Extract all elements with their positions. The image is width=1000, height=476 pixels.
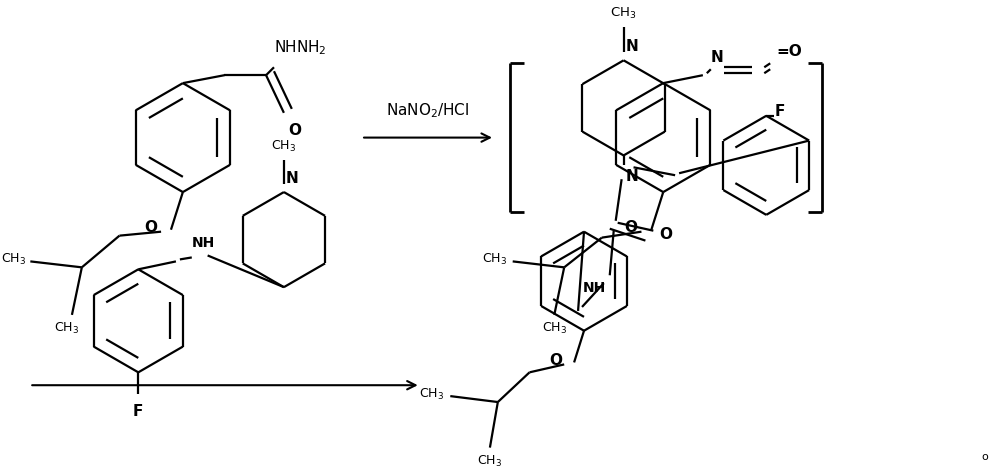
Text: F: F bbox=[133, 404, 143, 419]
Text: CH$_3$: CH$_3$ bbox=[477, 454, 502, 469]
Text: CH$_3$: CH$_3$ bbox=[542, 321, 567, 336]
Text: N: N bbox=[710, 50, 723, 65]
Text: CH$_3$: CH$_3$ bbox=[271, 139, 296, 154]
Text: CH$_3$: CH$_3$ bbox=[1, 252, 26, 267]
Text: O: O bbox=[144, 220, 157, 235]
Text: O: O bbox=[549, 353, 562, 368]
Text: CH$_3$: CH$_3$ bbox=[419, 387, 444, 402]
Text: NH: NH bbox=[192, 236, 215, 249]
Text: O: O bbox=[659, 227, 672, 242]
Text: N: N bbox=[626, 169, 638, 184]
Text: F: F bbox=[774, 104, 785, 119]
Text: NHNH$_2$: NHNH$_2$ bbox=[274, 39, 327, 58]
Text: O: O bbox=[624, 220, 637, 235]
Text: NaNO$_2$/HCl: NaNO$_2$/HCl bbox=[386, 101, 470, 120]
Text: CH$_3$: CH$_3$ bbox=[610, 6, 637, 21]
Text: N: N bbox=[626, 40, 638, 54]
Text: N: N bbox=[286, 171, 299, 186]
Text: =O: =O bbox=[776, 44, 802, 60]
Text: O: O bbox=[288, 123, 301, 138]
Text: o: o bbox=[982, 453, 989, 463]
Text: NH: NH bbox=[583, 281, 606, 295]
Text: CH$_3$: CH$_3$ bbox=[482, 252, 507, 267]
Text: CH$_3$: CH$_3$ bbox=[54, 321, 80, 336]
